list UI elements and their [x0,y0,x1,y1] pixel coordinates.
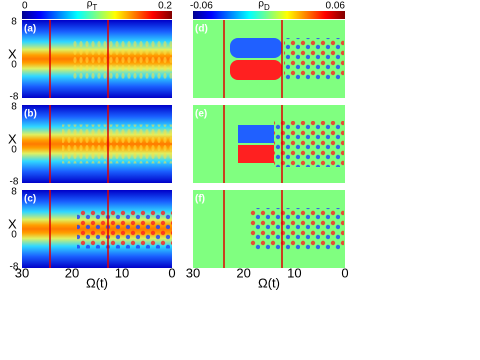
panel-label: (f) [195,194,205,205]
x-tick-label: 0 [341,265,348,280]
y-tick-label: -8 [10,177,19,188]
x-tick-label: 0 [168,265,175,280]
panel-label: (d) [195,24,208,35]
y-axis-label: X [8,216,17,231]
x-axis-label: Ω(t) [86,275,108,290]
x-tick-label: 10 [115,265,129,280]
heatmap-texture [250,208,344,250]
colorbar-title: ρD [258,0,270,12]
heatmap-blob [238,145,274,163]
colorbar-subscript: D [264,3,270,12]
heatmap-blob [238,125,274,143]
x-tick-label: 20 [65,265,79,280]
colorbar-max: 0.06 [326,1,346,12]
panel-label: (b) [24,109,37,120]
x-tick-label: 10 [287,265,301,280]
panel-label: (a) [24,24,36,35]
y-tick-label: 8 [11,102,17,113]
y-tick-label: 0 [11,145,17,156]
heatmap-texture [284,38,344,80]
heatmap-blob [230,60,282,80]
y-tick-label: 8 [11,187,17,198]
heatmap-texture [72,39,172,79]
y-axis-label: X [8,131,17,146]
y-tick-label: -8 [10,92,19,103]
panel-label: (e) [195,109,207,120]
x-tick-label: 20 [236,265,250,280]
y-axis-label: X [8,46,17,61]
colorbar-title: ρT [87,0,98,12]
colorbar [193,11,345,19]
colorbar-min: 0 [22,1,28,12]
y-tick-label: 0 [11,60,17,71]
heatmap-texture [77,209,172,249]
x-tick-label: 30 [15,265,29,280]
x-tick-label: 30 [186,265,200,280]
x-axis-label: Ω(t) [258,275,280,290]
y-tick-label: 0 [11,230,17,241]
y-tick-label: 8 [11,17,17,28]
colorbar-min: -0.06 [190,1,213,12]
heatmap-texture [62,124,172,164]
heatmap-blob [230,38,282,58]
colorbar-subscript: T [92,3,97,12]
colorbar-max: 0.2 [158,1,172,12]
y-tick-label: -8 [10,262,19,273]
colorbar [22,11,172,19]
panel-label: (c) [24,194,36,205]
heatmap-texture [274,121,344,167]
